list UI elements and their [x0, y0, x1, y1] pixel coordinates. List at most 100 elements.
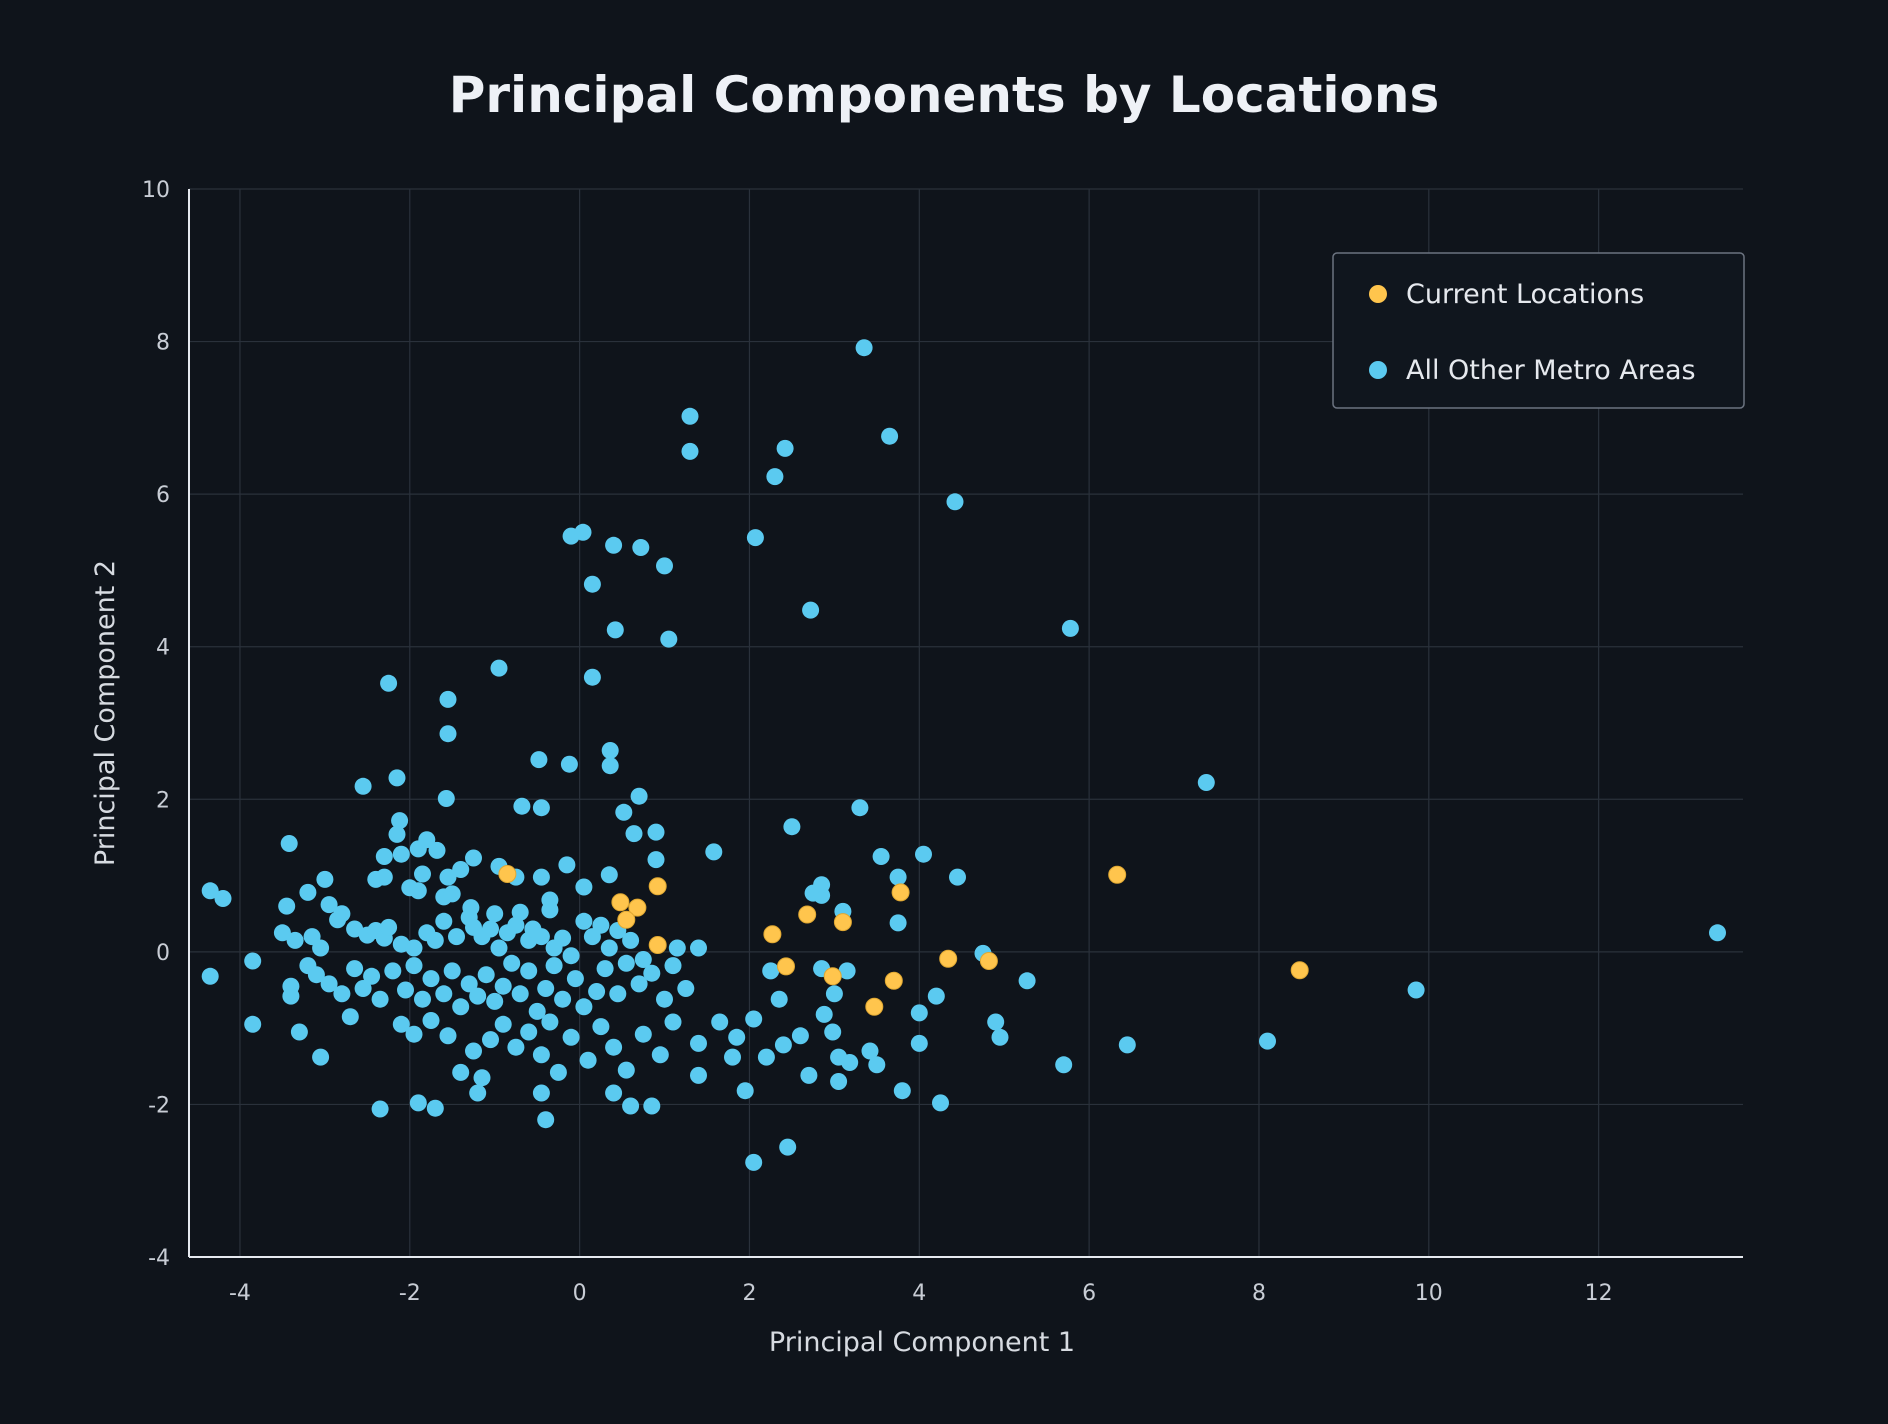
all-other-metro-areas-point	[910, 1034, 928, 1052]
all-other-metro-areas-point	[605, 536, 623, 554]
all-other-metro-areas-point	[915, 845, 932, 863]
x-tick-label: 10	[1415, 1281, 1443, 1306]
all-other-metro-areas-point	[634, 951, 652, 968]
y-tick-label: 10	[142, 178, 170, 203]
all-other-metro-areas-point	[299, 883, 317, 901]
all-other-metro-areas-point	[380, 674, 398, 692]
all-other-metro-areas-point	[615, 803, 633, 821]
all-other-metro-areas-point	[520, 962, 538, 980]
current-locations-point	[498, 865, 517, 883]
x-tick-label: -2	[399, 1281, 421, 1306]
all-other-metro-areas-point	[1061, 619, 1079, 637]
all-other-metro-areas-point	[1259, 1032, 1276, 1050]
current-locations-point	[798, 905, 817, 924]
all-other-metro-areas-point	[511, 903, 529, 921]
all-other-metro-areas-point	[664, 1013, 682, 1031]
all-other-metro-areas-point	[513, 797, 531, 815]
all-other-metro-areas-point	[371, 990, 389, 1008]
all-other-metro-areas-point	[439, 690, 457, 708]
all-other-metro-areas-point	[392, 1015, 410, 1033]
all-other-metro-areas-point	[1407, 981, 1425, 999]
y-axis-label: Principal Component 2	[90, 560, 121, 866]
all-other-metro-areas-point	[1018, 972, 1036, 990]
all-other-metro-areas-point	[558, 856, 576, 874]
y-tick-label: 4	[156, 636, 170, 661]
all-other-metro-areas-point	[889, 914, 907, 932]
all-other-metro-areas-point	[201, 967, 219, 985]
all-other-metro-areas-point	[532, 799, 550, 817]
all-other-metro-areas-point	[278, 897, 296, 915]
legend-box	[1332, 252, 1745, 409]
all-other-metro-areas-point	[422, 970, 440, 988]
all-other-metro-areas-point	[346, 960, 364, 978]
all-other-metro-areas-point	[617, 1061, 635, 1079]
all-other-metro-areas-point	[507, 1038, 525, 1056]
all-other-metro-areas-point	[575, 998, 593, 1016]
all-other-metro-areas-point	[469, 1084, 487, 1102]
all-other-metro-areas-point	[414, 990, 431, 1008]
all-other-metro-areas-point	[320, 896, 338, 914]
all-other-metro-areas-point	[1055, 1056, 1073, 1074]
current-locations-point	[939, 949, 958, 968]
all-other-metro-areas-point	[439, 1027, 457, 1045]
current-locations-point	[648, 877, 667, 896]
all-other-metro-areas-point	[987, 1013, 1005, 1031]
x-tick-label: 0	[573, 1281, 587, 1306]
all-other-metro-areas-point	[592, 916, 610, 934]
all-other-metro-areas-point	[605, 1038, 623, 1056]
tick-labels: -4 -2 0 2 4 6 8 10 12 -4 -2 0 2 4 6 8 10	[142, 178, 1613, 1306]
all-other-metro-areas-point	[825, 985, 843, 1003]
all-other-metro-areas-point	[490, 659, 508, 677]
all-other-metro-areas-point	[473, 1069, 491, 1087]
all-other-metro-areas-point	[600, 939, 618, 957]
all-other-metro-areas-point	[824, 1023, 842, 1041]
all-other-metro-areas-point	[1709, 924, 1726, 942]
current-locations-point	[1290, 961, 1309, 980]
current-locations-point	[833, 913, 852, 932]
all-other-metro-areas-point	[991, 1028, 1009, 1046]
all-other-metro-areas-point	[312, 939, 330, 957]
all-other-metro-areas-point	[477, 966, 495, 984]
all-other-metro-areas-point	[422, 1012, 440, 1029]
axes	[188, 189, 1743, 1258]
all-other-metro-areas-point	[609, 985, 627, 1003]
all-other-metro-areas-point	[244, 952, 262, 970]
all-other-metro-areas-point	[647, 851, 665, 869]
all-other-metro-areas-point	[490, 939, 508, 957]
all-other-metro-areas-point	[426, 931, 444, 949]
all-other-metro-areas-point	[507, 916, 525, 934]
current-locations-point	[865, 997, 884, 1016]
all-other-metro-areas-point	[448, 928, 465, 946]
all-other-metro-areas-point	[329, 911, 347, 929]
all-other-metro-areas-point	[851, 799, 869, 817]
all-other-metro-areas-point	[482, 920, 499, 938]
all-other-metro-areas-point	[838, 962, 856, 980]
all-other-metro-areas-point	[800, 1066, 818, 1084]
all-other-metro-areas-point	[280, 835, 298, 852]
all-other-metro-areas-point	[392, 845, 410, 863]
all-other-metro-areas-point	[465, 1042, 482, 1060]
all-other-metro-areas-point	[855, 339, 873, 357]
all-other-metro-areas-point	[1197, 774, 1215, 791]
all-other-metro-areas-point	[312, 1048, 330, 1066]
all-other-metro-areas-point	[596, 960, 614, 978]
all-other-metro-areas-point	[388, 825, 406, 843]
all-other-metro-areas-point	[426, 1099, 444, 1117]
current-locations-point	[777, 957, 795, 976]
all-other-metro-areas-point	[307, 966, 325, 984]
all-other-metro-areas-point	[677, 980, 695, 997]
all-other-metro-areas-point	[766, 468, 784, 486]
all-other-metro-areas-point	[745, 1010, 763, 1028]
all-other-metro-areas-point	[583, 668, 601, 686]
chart-title: Principal Components by Locations	[449, 66, 1439, 124]
all-other-metro-areas-point	[583, 575, 601, 593]
all-other-metro-areas-point	[532, 1084, 550, 1102]
y-tick-label: -2	[148, 1093, 170, 1118]
all-other-metro-areas-point	[435, 912, 453, 930]
all-other-metro-areas-point	[606, 621, 624, 639]
all-other-metro-areas-point	[469, 987, 487, 1005]
all-other-metro-areas-point	[409, 882, 427, 900]
all-other-metro-areas-point	[592, 1018, 610, 1036]
all-other-metro-areas-point	[320, 975, 338, 993]
